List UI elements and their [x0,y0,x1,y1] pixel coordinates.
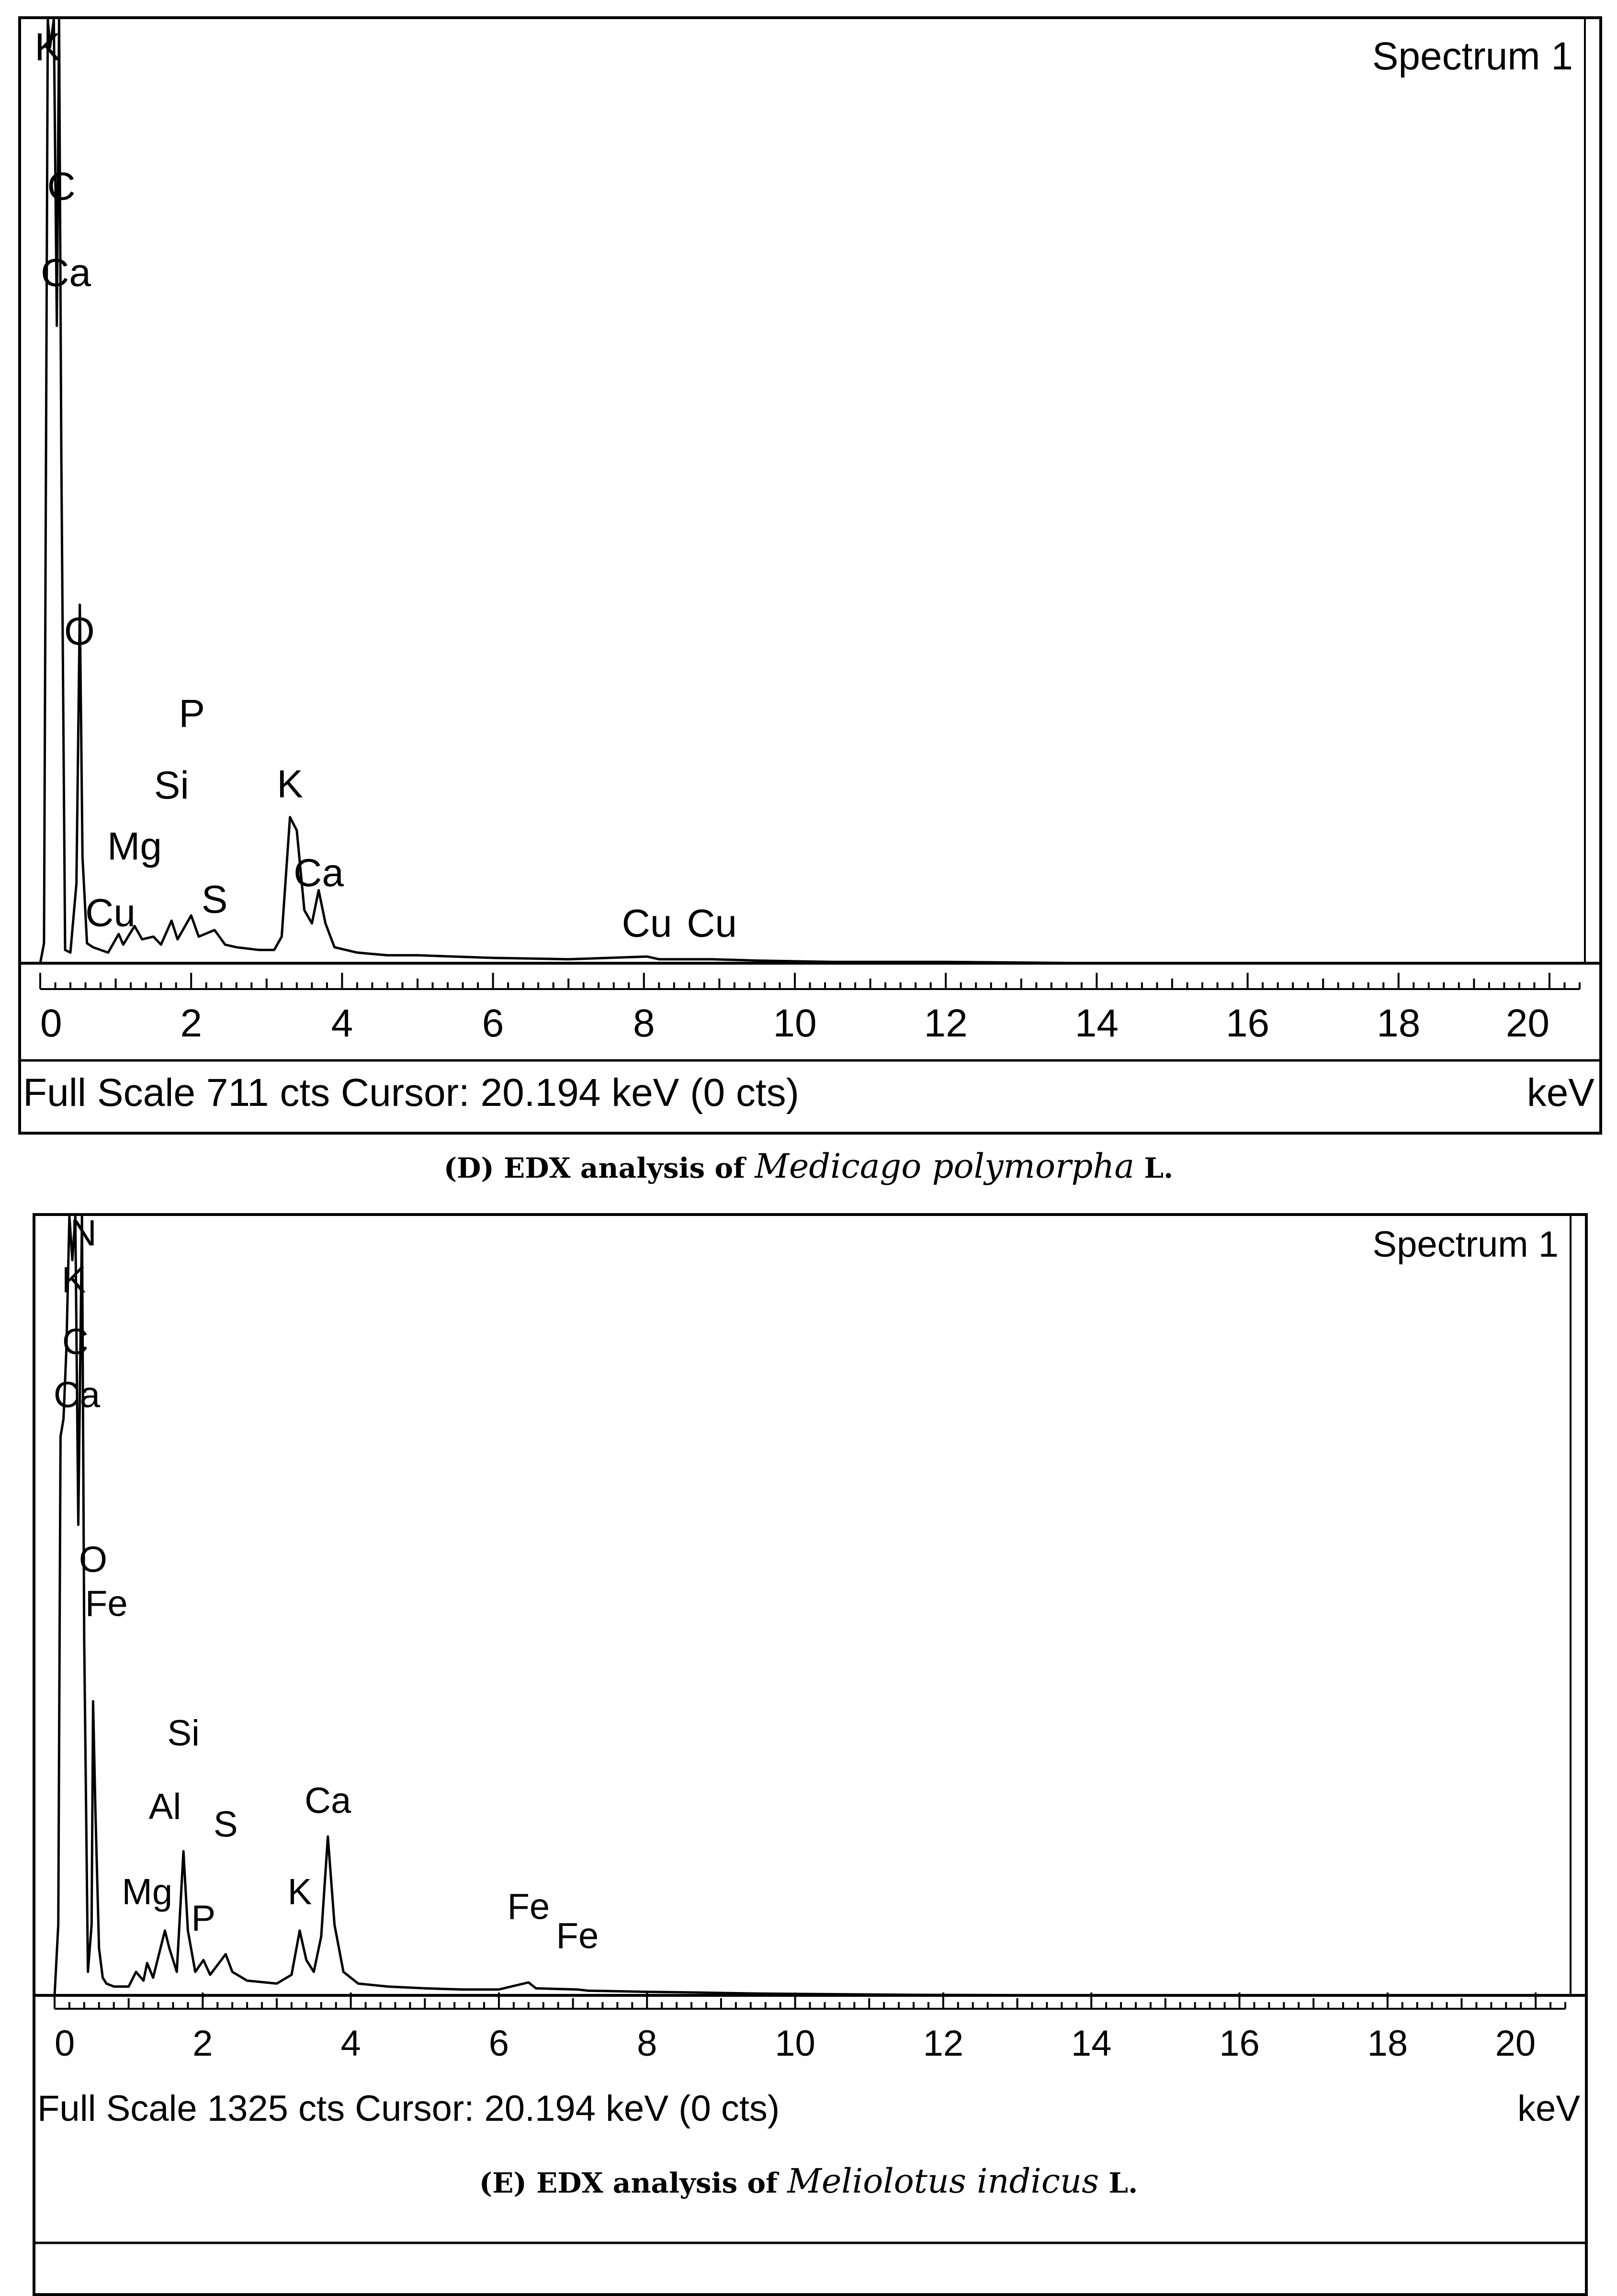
x-tick-label: 6 [482,1002,504,1045]
element-annotation-o: O [79,1539,107,1580]
x-tick-label: 0 [55,2023,75,2064]
x-tick-label: 14 [1071,2023,1112,2064]
edx-spectrum-panel-e: 0 2 4 6 8 10 12 14 16 18 20 N K C Ca O Fe Si Al S Ca Mg P K Fe Fe… [33,1213,1588,2296]
element-annotation-ca: Ca [294,851,344,895]
element-annotation-s: S [214,1804,238,1845]
spectrum-line [53,1216,1565,1997]
x-tick-label: 2 [192,2023,213,2064]
x-tick-label: 14 [1075,1002,1119,1045]
x-tick-label: 4 [340,2023,361,2064]
element-annotation-k: K [62,1260,86,1301]
unit-label: keV [1517,2088,1580,2129]
element-annotation-p: P [192,1898,216,1939]
element-annotation-ca: Ca [305,1780,351,1821]
element-annotation-ca: Ca [54,1374,101,1415]
caption-e: (E) EDX analysis of Meliolotus indicus L… [0,2161,1617,2201]
element-annotation-cu: Cu [85,891,136,934]
spectrum-line [39,19,1580,965]
element-annotation-n: N [70,1216,97,1253]
x-tick-label: 4 [331,1002,353,1045]
element-annotation-fe: Fe [507,1886,550,1927]
caption-d: (D) EDX analysis of Medicago polymorpha … [0,1147,1617,1186]
unit-label: keV [1527,1071,1595,1114]
element-annotation-k: K [34,25,61,69]
element-annotation-mg: Mg [122,1872,173,1913]
x-tick-label: 18 [1377,1002,1420,1045]
x-tick-label: 12 [924,1002,968,1045]
x-tick-label: 20 [1506,1002,1549,1045]
element-annotation-fe: Fe [556,1916,599,1957]
edx-spectrum-panel-d: 0 2 4 6 8 10 12 14 16 18 20 K C Ca O P Si Mg Cu S K Ca Cu Cu Spe… [18,16,1602,1135]
x-tick-label: 6 [489,2023,509,2064]
x-tick-label: 2 [180,1002,202,1045]
x-tick-label: 20 [1495,2023,1536,2064]
status-readout: Full Scale 1325 cts Cursor: 20.194 keV (… [37,2088,780,2129]
spectrum-label: Spectrum 1 [1372,34,1573,78]
x-tick-label: 10 [775,2023,815,2064]
caption-e-species: Meliolotus indicus [787,2161,1099,2201]
element-annotation-fe: Fe [85,1584,128,1624]
element-annotation-p: P [179,692,205,735]
x-tick-label: 10 [773,1002,816,1045]
element-annotation-c: C [62,1322,89,1362]
x-tick-label: 18 [1368,2023,1408,2064]
x-tick-label: 16 [1226,1002,1269,1045]
caption-d-species: Medicago polymorpha [755,1147,1135,1186]
element-annotation-k: K [277,762,303,806]
element-annotation-cu: Cu [687,902,737,945]
caption-e-prefix: (E) EDX analysis of [479,2167,788,2199]
x-tick-label: 8 [633,1002,655,1045]
x-tick-label: 12 [923,2023,964,2064]
element-annotation-k: K [288,1872,312,1913]
element-annotation-s: S [202,878,228,922]
x-tick-label: 16 [1219,2023,1260,2064]
element-annotation-si: Si [154,764,189,807]
edx-chart-d: 0 2 4 6 8 10 12 14 16 18 20 K C Ca O P Si Mg Cu S K Ca Cu Cu Spe… [21,19,1599,1114]
caption-e-suffix: L. [1099,2167,1138,2199]
element-annotation-mg: Mg [107,825,162,868]
caption-d-prefix: (D) EDX analysis of [443,1152,755,1184]
spectrum-label: Spectrum 1 [1372,1224,1559,1265]
element-annotation-si: Si [167,1713,200,1754]
x-tick-label: 0 [40,1002,62,1045]
element-annotation-ca: Ca [41,251,91,294]
caption-d-suffix: L. [1134,1152,1174,1184]
element-annotation-o: O [64,609,95,653]
status-readout: Full Scale 711 cts Cursor: 20.194 keV (0… [23,1071,799,1114]
x-tick-label: 8 [637,2023,657,2064]
element-annotation-al: Al [149,1786,181,1827]
element-annotation-cu: Cu [622,902,672,945]
element-annotation-c: C [47,165,76,208]
